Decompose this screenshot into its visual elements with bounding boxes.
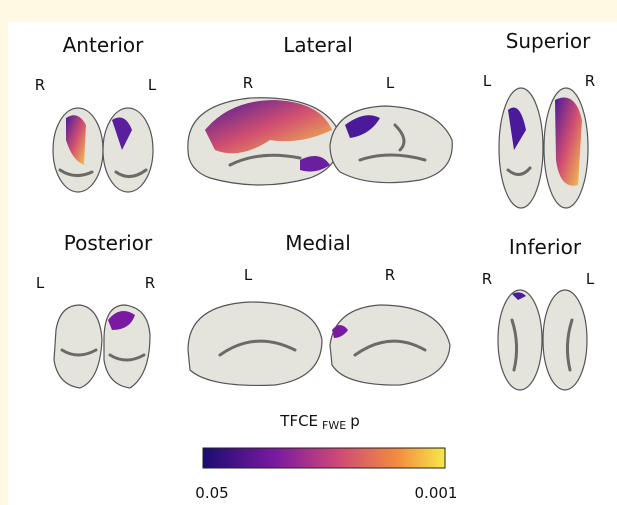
panel-title: Posterior — [64, 231, 153, 255]
side-label: L — [386, 74, 395, 92]
brain-lateral — [188, 98, 452, 185]
panel-title: Anterior — [63, 33, 145, 57]
side-label: R — [35, 76, 45, 94]
side-label: L — [148, 76, 157, 94]
side-label: R — [243, 74, 253, 92]
side-label: L — [36, 274, 45, 292]
panel-title: Superior — [506, 29, 591, 53]
colorbar-tick: 0.001 — [415, 484, 458, 502]
page: {"panels": [ {"title": "Anterior", "left… — [0, 0, 617, 505]
side-label: R — [145, 274, 155, 292]
side-label: L — [244, 266, 253, 284]
colorbar-tick: 0.05 — [195, 484, 228, 502]
panel-title: Lateral — [283, 33, 353, 57]
figure: Anterior R L Lateral R L Superior L R Posterior L R… — [0, 0, 617, 505]
side-label: R — [585, 72, 595, 90]
side-label: R — [482, 270, 492, 288]
side-label: R — [385, 266, 395, 284]
side-label: L — [586, 270, 595, 288]
colorbar — [203, 448, 445, 468]
side-label: L — [483, 72, 492, 90]
panel-title: Medial — [285, 231, 351, 255]
panel-title: Inferior — [509, 235, 582, 259]
